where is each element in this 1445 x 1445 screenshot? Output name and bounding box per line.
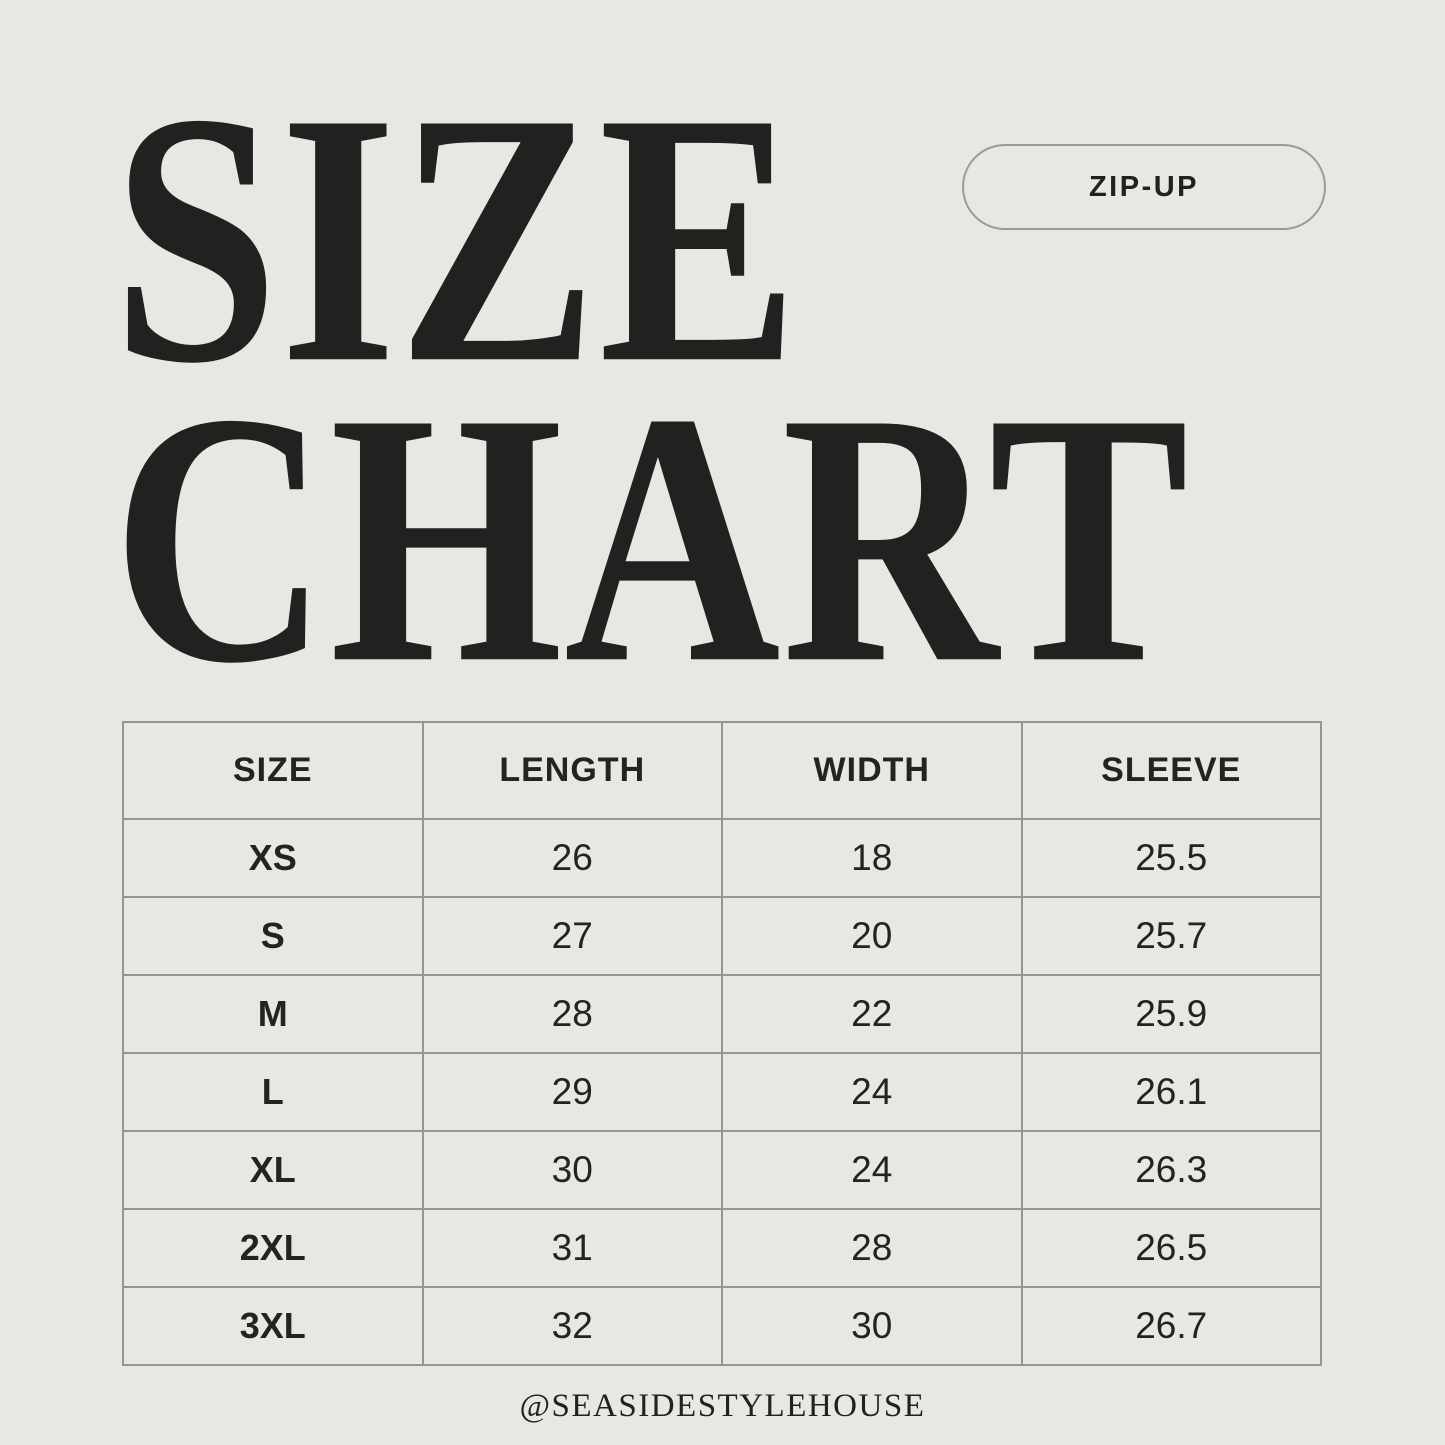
measurement-cell: 31 (421, 1208, 723, 1288)
column-header-sleeve: SLEEVE (1020, 721, 1322, 820)
page-title: SIZE CHART (112, 38, 1190, 738)
table-row: 3XL 32 30 26.7 (122, 1286, 1322, 1366)
measurement-cell: 26.1 (1020, 1052, 1322, 1132)
measurement-cell: 24 (721, 1052, 1023, 1132)
table-row: L 29 24 26.1 (122, 1052, 1322, 1132)
measurement-cell: 26.5 (1020, 1208, 1322, 1288)
product-type-badge: ZIP-UP (962, 144, 1326, 230)
column-header-width: WIDTH (721, 721, 1023, 820)
column-header-length: LENGTH (421, 721, 723, 820)
measurement-cell: 30 (421, 1130, 723, 1210)
header-row: SIZE LENGTH WIDTH SLEEVE (122, 721, 1322, 820)
measurement-cell: 27 (421, 896, 723, 976)
measurement-cell: 24 (721, 1130, 1023, 1210)
size-label-cell: L (122, 1052, 424, 1132)
measurement-cell: 28 (721, 1208, 1023, 1288)
measurement-cell: 25.9 (1020, 974, 1322, 1054)
table-row: 2XL 31 28 26.5 (122, 1208, 1322, 1288)
size-table: SIZE LENGTH WIDTH SLEEVE XS 26 18 25.5 S 27 20… (122, 721, 1322, 1366)
social-handle: @SEASIDESTYLEHOUSE (519, 1388, 926, 1424)
size-table-body: XS 26 18 25.5 S 27 20 25.7 M 28 22 25.9 L 29 24 26.1 XL 3… (122, 818, 1322, 1366)
size-label-cell: XL (122, 1130, 424, 1210)
measurement-cell: 30 (721, 1286, 1023, 1366)
table-row: XS 26 18 25.5 (122, 818, 1322, 898)
size-label-cell: XS (122, 818, 424, 898)
measurement-cell: 32 (421, 1286, 723, 1366)
product-type-badge-label: ZIP-UP (1088, 170, 1200, 203)
measurement-cell: 20 (721, 896, 1023, 976)
table-row: XL 30 24 26.3 (122, 1130, 1322, 1210)
size-label-cell: 2XL (122, 1208, 424, 1288)
page-title-line2: CHART (112, 338, 1190, 738)
measurement-cell: 26.7 (1020, 1286, 1322, 1366)
table-row: S 27 20 25.7 (122, 896, 1322, 976)
size-label-cell: 3XL (122, 1286, 424, 1366)
size-label-cell: S (122, 896, 424, 976)
measurement-cell: 28 (421, 974, 723, 1054)
page-title-line1: SIZE (112, 38, 800, 438)
measurement-cell: 25.7 (1020, 896, 1322, 976)
measurement-cell: 26.3 (1020, 1130, 1322, 1210)
measurement-cell: 25.5 (1020, 818, 1322, 898)
column-header-size: SIZE (122, 721, 424, 820)
size-label-cell: M (122, 974, 424, 1054)
measurement-cell: 26 (421, 818, 723, 898)
measurement-cell: 29 (421, 1052, 723, 1132)
table-row: M 28 22 25.9 (122, 974, 1322, 1054)
measurement-cell: 22 (721, 974, 1023, 1054)
measurement-cell: 18 (721, 818, 1023, 898)
size-table-header: SIZE LENGTH WIDTH SLEEVE (122, 721, 1322, 820)
